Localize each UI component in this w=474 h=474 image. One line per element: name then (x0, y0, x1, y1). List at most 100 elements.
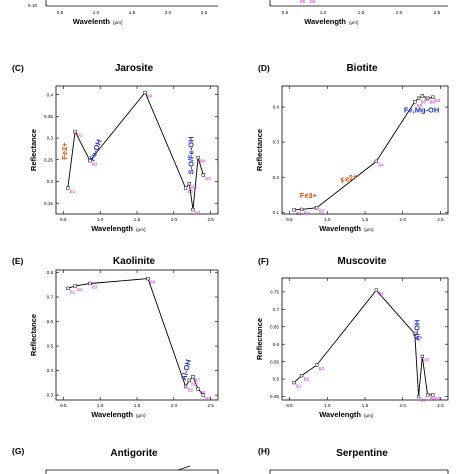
top-left-x-tick: 1.0 (93, 10, 100, 15)
annotation-label: Al-OH (179, 358, 193, 381)
band-label: B9 (205, 176, 211, 181)
band-label: B5 (417, 335, 423, 340)
data-point (196, 155, 200, 160)
data-point (183, 384, 188, 389)
band-label: B7 (195, 378, 201, 383)
y-tick-label: 0.5 (273, 377, 280, 382)
y-axis-label: Reflectance (255, 318, 264, 360)
data-point (73, 284, 77, 288)
top-right-band-label: B6 (310, 0, 316, 4)
y-tick-label: 0.7 (273, 307, 280, 312)
x-tick-label: 1.0 (97, 403, 104, 408)
annotation-label: Fe,Mg-OH (404, 105, 439, 114)
band-label: B8 (200, 390, 206, 395)
y-tick-label: 0.1 (273, 210, 280, 215)
y-tick-label: 0.6 (47, 319, 54, 324)
y-axis-label: Reflectance (29, 314, 38, 356)
top-right-band-label: B5 (300, 0, 306, 4)
band-label: B6 (191, 185, 197, 190)
x-tick-label: 2.5 (207, 217, 214, 222)
y-tick-label: 0.35 (44, 114, 53, 119)
data-point (201, 173, 205, 177)
y-tick-label: 0.8 (47, 270, 54, 275)
top-right-x-tick: 1.5 (358, 10, 365, 15)
y-tick-label: 0.3 (47, 393, 54, 398)
y-tick-label: 0.2 (47, 179, 54, 184)
data-point (420, 354, 424, 359)
panel-title-serpentine: Serpentine (336, 448, 388, 459)
data-point (187, 378, 191, 383)
band-label: B6 (191, 381, 197, 386)
data-point (88, 158, 92, 163)
data-point (425, 393, 430, 397)
top-left-x-tick: 2.5 (201, 10, 208, 15)
top-right-xlabel: Wavelength (304, 17, 346, 26)
x-tick-label: 2.0 (171, 217, 178, 222)
data-point (292, 380, 296, 385)
x-tick-label: 1.5 (134, 403, 141, 408)
series-line (67, 91, 204, 210)
data-point (315, 363, 319, 367)
annotation-label: Fe3+ (300, 191, 318, 200)
data-point (191, 375, 195, 379)
band-label: B9 (205, 396, 211, 401)
band-label: B1 (70, 189, 76, 194)
top-left-x-tick: 0.5 (57, 10, 64, 15)
annotation-label: Fe2+ (60, 142, 69, 160)
y-tick-label: 0.45 (270, 394, 279, 399)
y-tick-label: 0.25 (44, 157, 53, 162)
data-point (201, 393, 205, 397)
panel-letter: (C) (12, 63, 24, 73)
bottom-strip: (G) Antigorite (H) Serpentine (12, 446, 449, 474)
x-axis-label: Wavelength (319, 224, 361, 233)
data-point (374, 288, 378, 292)
y-tick-label: 0.4 (47, 92, 54, 97)
band-label: B5 (188, 388, 194, 393)
x-tick-label: 2.0 (400, 403, 407, 408)
data-point (183, 186, 188, 190)
y-tick-label: 0.6 (273, 342, 280, 347)
panel-title: Muscovite (338, 256, 387, 267)
panel-title: Biotite (346, 63, 378, 74)
panel-letter: (F) (258, 256, 269, 266)
data-point (66, 286, 70, 291)
band-label: B2 (304, 377, 310, 382)
data-point (143, 90, 147, 95)
top-left-xlabel: Wavelenth (73, 17, 111, 26)
data-point (146, 276, 150, 281)
plot-frame (281, 277, 449, 401)
data-point (416, 394, 421, 399)
data-point (66, 186, 70, 190)
top-right-x-tick: 2.5 (434, 10, 441, 15)
x-tick-label: 1.5 (362, 217, 369, 222)
x-tick-label: 1.0 (324, 217, 331, 222)
top-left-y-tick: 0.10 (28, 3, 37, 8)
x-tick-label: 1.0 (97, 217, 104, 222)
band-label: B3 (319, 209, 325, 214)
x-tick-label: 0.5 (286, 217, 293, 222)
y-tick-label: 0.3 (47, 136, 54, 141)
band-label: B3 (92, 284, 98, 289)
annotation-label: Al-OH (412, 320, 421, 341)
data-point (374, 159, 378, 164)
panel-muscovite: (F) Muscovite 0.5 1.0 1.5 2.0 2.5 0.45 0.5 0.55 0.… (255, 256, 449, 419)
y-axis-label: Reflectance (29, 129, 38, 171)
x-tick-label: 2.0 (400, 217, 407, 222)
band-label: B4 (378, 291, 384, 296)
top-left-x-tick: 2.0 (165, 10, 172, 15)
panel-letter-g: (G) (12, 446, 24, 456)
band-label: B1 (70, 289, 76, 294)
data-point (425, 96, 430, 100)
annotation-label: Fe2+ (340, 171, 360, 185)
band-label: B2 (304, 210, 310, 215)
x-tick-label: 2.0 (171, 403, 178, 408)
top-right-xunit: (μm) (349, 20, 359, 25)
panel-letter: (D) (258, 63, 270, 73)
band-label: B9 (435, 98, 441, 103)
panel-letter: (E) (12, 256, 24, 266)
band-label: B9 (435, 396, 441, 401)
data-point (292, 208, 296, 212)
top-strip-left: 0.10 0.5 1.0 1.5 2.0 2.5 Wavelenth (μm) (28, 0, 218, 26)
top-left-xunit: (μm) (113, 20, 123, 25)
band-label: B6 (421, 398, 427, 403)
